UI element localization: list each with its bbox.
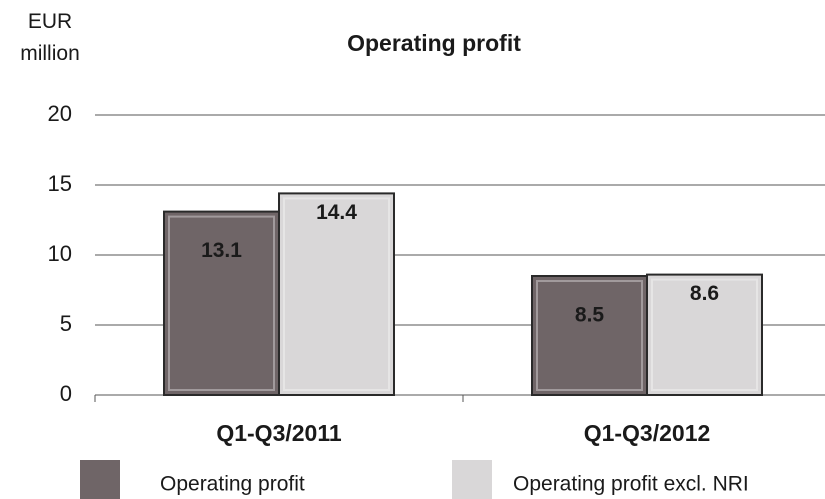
y-tick-label: 0	[60, 381, 72, 406]
legend-label: Operating profit excl. NRI	[513, 473, 749, 496]
legend-swatch	[80, 460, 120, 499]
x-tick-label: Q1-Q3/2012	[584, 420, 711, 446]
bar-bevel	[651, 278, 758, 392]
y-tick-label: 15	[48, 171, 72, 196]
bar-bevel	[168, 215, 275, 391]
chart-title: Operating profit	[347, 30, 521, 56]
legend-label: Operating profit	[160, 473, 305, 496]
y-axis-label: EUR million	[20, 10, 80, 65]
legend-swatch	[452, 460, 492, 499]
bar	[646, 273, 763, 397]
y-tick-label: 10	[48, 241, 72, 266]
value-label: 13.1	[201, 239, 242, 262]
bar-bevel	[536, 280, 643, 391]
y-tick-label: 20	[48, 101, 72, 126]
value-label: 8.6	[690, 282, 719, 305]
y-tick-label: 5	[60, 311, 72, 336]
x-tick-label: Q1-Q3/2011	[216, 420, 342, 446]
bar	[163, 210, 280, 396]
value-label: 8.5	[575, 304, 605, 327]
bar	[531, 275, 648, 396]
value-label: 14.4	[316, 201, 357, 224]
bar-bevel	[283, 197, 390, 391]
bar	[278, 192, 395, 396]
